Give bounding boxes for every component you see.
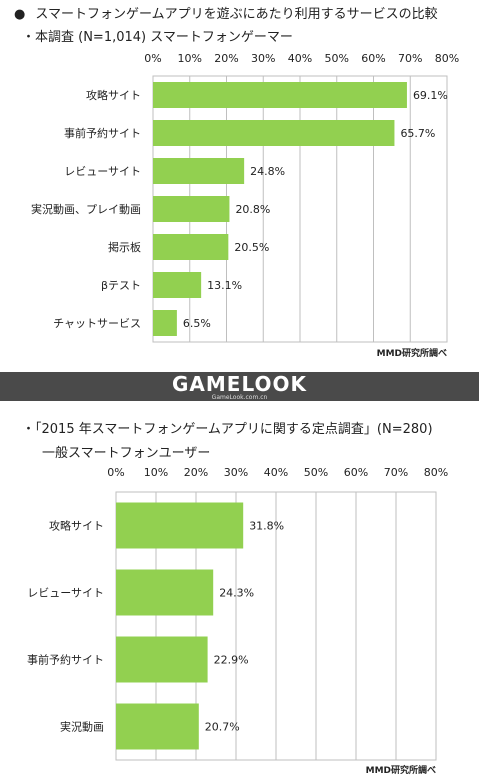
chart2-tick-label: 30%	[224, 466, 248, 479]
chart2-category-label: 実況動画	[60, 720, 104, 734]
chart2-category-label: 事前予約サイト	[27, 653, 104, 667]
chart1-category-label: チャットサービス	[53, 317, 141, 330]
chart1-value-label: 13.1%	[207, 279, 242, 292]
chart2-category-label: レビューサイト	[27, 587, 104, 600]
chart2-subtitle: ・「2015 年スマートフォンゲームアプリに関する定点調査」(N=280)	[22, 422, 433, 437]
chart2-tick-label: 70%	[384, 466, 408, 479]
bullet-icon: ●	[14, 7, 26, 22]
chart2-value-label: 24.3%	[219, 587, 254, 600]
chart2-bar	[116, 703, 199, 750]
chart1-category-label: 事前予約サイト	[64, 126, 141, 140]
chart2-tick-label: 20%	[184, 466, 208, 479]
chart1-value-label: 20.8%	[235, 203, 270, 216]
chart1-source: MMD研究所調べ	[377, 347, 447, 359]
chart2-bar	[116, 502, 244, 549]
chart1-value-label: 20.5%	[234, 241, 269, 254]
chart2-value-label: 22.9%	[214, 654, 249, 667]
chart1-bar	[153, 234, 229, 260]
chart2-tick-label: 60%	[344, 466, 368, 479]
chart1-category-label: 攻略サイト	[86, 88, 141, 102]
chart1-bar	[153, 120, 395, 146]
chart1-value-label: 65.7%	[400, 127, 435, 140]
chart2-value-label: 31.8%	[249, 520, 284, 533]
chart1-category-label: βテスト	[101, 279, 141, 292]
chart2-tick-label: 0%	[107, 466, 124, 479]
chart2-value-label: 20.7%	[205, 721, 240, 734]
chart1-bar	[153, 158, 245, 184]
chart1-tick-label: 30%	[251, 52, 275, 65]
chart1-tick-label: 0%	[144, 52, 161, 65]
chart2-category-label: 攻略サイト	[49, 519, 104, 533]
chart1-bar	[153, 82, 407, 108]
chart1-value-label: 6.5%	[183, 317, 211, 330]
chart2-source: MMD研究所調べ	[366, 764, 436, 776]
chart1-tick-label: 20%	[214, 52, 238, 65]
chart1-value-label: 24.8%	[250, 165, 285, 178]
chart1-value-label: 69.1%	[413, 89, 448, 102]
chart2-tick-label: 40%	[264, 466, 288, 479]
chart1-subtitle: ・本調査 (N=1,014) スマートフォンゲーマー	[22, 30, 293, 45]
chart1-category-label: 実況動画、プレイ動画	[31, 202, 141, 216]
chart1-tick-label: 70%	[398, 52, 422, 65]
chart2-bar	[116, 636, 208, 683]
chart1-tick-label: 50%	[325, 52, 349, 65]
chart2-tick-label: 50%	[304, 466, 328, 479]
logo-text: GAMELOOK	[172, 372, 307, 396]
chart2-bar	[116, 569, 214, 616]
chart2-tick-label: 80%	[424, 466, 448, 479]
chart1-category-label: 掲示板	[108, 240, 141, 254]
chart1-title: ● スマートフォンゲームアプリを遊ぶにあたり利用するサービスの比較	[14, 3, 438, 22]
gamelook-logo: GAMELOOK GameLook.com.cn	[0, 372, 479, 401]
chart1-bar	[153, 272, 202, 298]
chart1-bar	[153, 310, 177, 336]
chart2-subtitle2: 一般スマートフォンユーザー	[42, 446, 211, 461]
watermark-banner	[0, 372, 479, 401]
chart1-tick-label: 60%	[361, 52, 385, 65]
chart1-title-text: スマートフォンゲームアプリを遊ぶにあたり利用するサービスの比較	[35, 7, 438, 22]
chart1-tick-label: 10%	[178, 52, 202, 65]
chart1-category-label: レビューサイト	[64, 165, 141, 178]
logo-url: GameLook.com.cn	[211, 394, 268, 401]
chart2-tick-label: 10%	[144, 466, 168, 479]
chart1-tick-label: 80%	[435, 52, 459, 65]
chart1-bar	[153, 196, 230, 222]
chart1-tick-label: 40%	[288, 52, 312, 65]
chart1: 0% 10% 20% 30% 40% 50% 60% 70% 80% 攻略サイト 69.1% 事前予約…	[31, 52, 459, 359]
